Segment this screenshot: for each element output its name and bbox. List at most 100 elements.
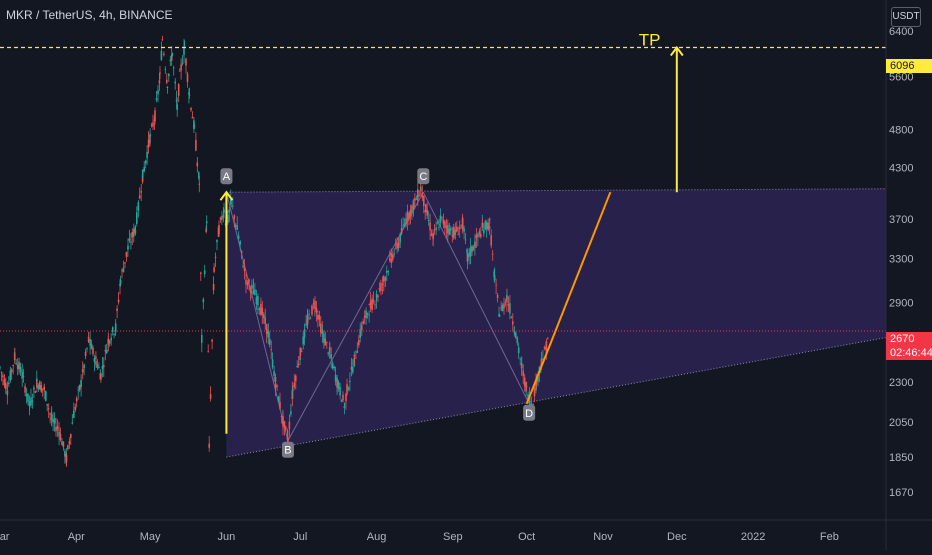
- price-tick-label: 4800: [889, 125, 913, 137]
- candle-body: [472, 247, 475, 251]
- candle-body: [169, 59, 172, 62]
- candle-body: [198, 172, 200, 179]
- price-tick-label: 2300: [889, 377, 913, 389]
- candle-body: [124, 262, 126, 264]
- candle-body: [53, 418, 56, 424]
- candle-body: [340, 399, 343, 402]
- candle-body: [65, 454, 68, 463]
- price-tick-label: 1670: [889, 487, 913, 499]
- candle-body: [352, 367, 354, 373]
- candle-body: [73, 410, 75, 418]
- candle-body: [61, 441, 63, 446]
- candle-body: [464, 239, 467, 241]
- candle-body: [149, 133, 151, 137]
- candle-body: [172, 67, 175, 69]
- candle-body: [34, 391, 37, 393]
- candle-body: [477, 233, 479, 238]
- candle-body: [75, 398, 78, 402]
- candle-body: [58, 431, 60, 436]
- candle-body: [136, 212, 138, 224]
- candle-body: [19, 366, 22, 372]
- candle-body: [484, 221, 487, 230]
- pattern-point-a: A: [223, 171, 231, 183]
- time-tick-label: Mar: [0, 531, 10, 543]
- candle-body: [363, 315, 366, 318]
- candle-body: [209, 394, 212, 399]
- candle-body: [56, 426, 59, 430]
- candle-body: [444, 221, 446, 228]
- candle-body: [104, 350, 107, 352]
- candle-body: [193, 120, 195, 129]
- candle-body: [306, 315, 309, 323]
- candle-body: [130, 241, 132, 243]
- candle-body: [474, 242, 476, 248]
- candle-body: [543, 346, 546, 349]
- candle-body: [397, 242, 400, 246]
- candle-body: [393, 253, 395, 255]
- candle-body: [46, 404, 48, 406]
- candle-body: [41, 388, 44, 390]
- candle-body: [89, 339, 91, 346]
- candle-body: [528, 395, 531, 405]
- candle-body: [261, 307, 264, 316]
- candle-body: [374, 304, 376, 306]
- pattern-point-badge: [220, 168, 233, 185]
- candle-body: [442, 219, 445, 225]
- candle-body: [77, 389, 79, 391]
- candle-body: [389, 258, 391, 261]
- candle-body: [377, 295, 379, 298]
- candle-body: [45, 391, 47, 401]
- time-tick-label: 2022: [741, 531, 765, 543]
- candle-body: [248, 279, 250, 283]
- candle-body: [155, 98, 158, 101]
- candle-body: [143, 167, 145, 172]
- candle-body: [263, 314, 265, 318]
- candle-body: [50, 414, 53, 421]
- candle-body: [71, 422, 74, 424]
- time-tick-label: Sep: [443, 531, 463, 543]
- candle-body: [84, 351, 87, 357]
- candle-body: [386, 271, 388, 273]
- candle-body: [218, 224, 220, 235]
- candle-body: [287, 437, 289, 443]
- candle-body: [358, 339, 360, 346]
- candle-body: [375, 294, 378, 298]
- candle-body: [493, 271, 495, 278]
- candle-body: [121, 270, 123, 272]
- candle-body: [435, 227, 437, 231]
- candle-body: [510, 317, 513, 318]
- candle-body: [230, 198, 232, 205]
- candle-body: [415, 199, 418, 200]
- currency-button[interactable]: USDT: [891, 7, 921, 27]
- candle-body: [21, 371, 23, 378]
- price-tick-label: 1850: [889, 452, 913, 464]
- candle-body: [362, 321, 364, 325]
- price-axis[interactable]: [886, 0, 932, 550]
- price-tick-label: 2050: [889, 417, 913, 429]
- candle-body: [299, 356, 301, 360]
- candle-body: [95, 361, 97, 365]
- candle-body: [320, 323, 322, 333]
- candle-body: [176, 104, 178, 110]
- candle-body: [356, 350, 359, 353]
- candle-body: [117, 299, 120, 303]
- candle-body: [113, 334, 115, 335]
- candle-body: [327, 352, 329, 354]
- pattern-upper-line: [226, 188, 887, 193]
- candle-body: [503, 303, 505, 309]
- candle-body: [478, 231, 481, 235]
- candle-body: [533, 388, 536, 397]
- candle-body: [122, 267, 125, 272]
- candle-body: [212, 284, 215, 291]
- candle-body: [501, 305, 504, 312]
- candle-body: [355, 357, 357, 359]
- candle-body: [114, 323, 117, 330]
- candle-body: [450, 228, 452, 231]
- time-tick-label: Jun: [218, 531, 236, 543]
- candle-body: [293, 382, 296, 388]
- candle-body: [481, 226, 484, 228]
- candle-body: [345, 393, 347, 402]
- candle-body: [243, 268, 246, 271]
